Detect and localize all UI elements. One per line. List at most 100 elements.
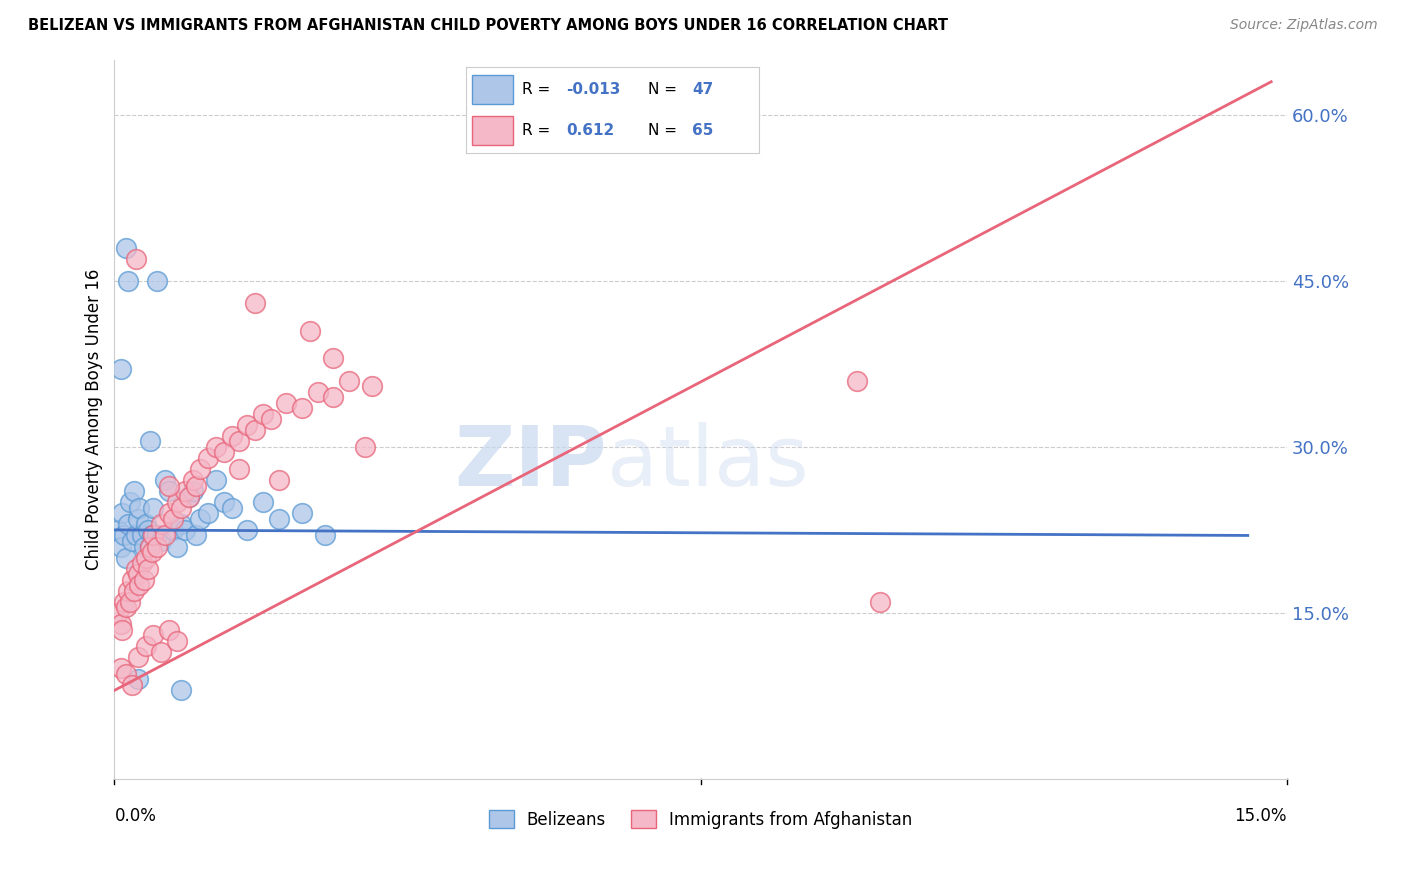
Point <box>107 606 129 620</box>
Point <box>291 506 314 520</box>
Point <box>127 650 149 665</box>
Point <box>322 390 344 404</box>
Text: 0.0%: 0.0% <box>114 806 156 824</box>
Point <box>243 423 266 437</box>
Point <box>122 583 145 598</box>
Point <box>353 440 375 454</box>
Point <box>243 296 266 310</box>
Point <box>260 412 283 426</box>
Text: 15.0%: 15.0% <box>1234 806 1286 824</box>
Point <box>162 523 184 537</box>
Point <box>135 517 157 532</box>
Text: ZIP: ZIP <box>454 422 607 503</box>
Point <box>228 434 250 449</box>
Point <box>150 533 173 548</box>
Point <box>128 578 150 592</box>
Point <box>135 550 157 565</box>
Point <box>181 484 204 499</box>
Point <box>111 623 134 637</box>
Point <box>291 401 314 416</box>
Point <box>186 478 208 492</box>
Point <box>157 623 180 637</box>
Point <box>197 506 219 520</box>
Point <box>127 567 149 582</box>
Point <box>155 473 177 487</box>
Point <box>138 540 160 554</box>
Point <box>252 407 274 421</box>
Point <box>110 362 132 376</box>
Point <box>146 528 169 542</box>
Point <box>117 583 139 598</box>
Point <box>869 595 891 609</box>
Point <box>228 462 250 476</box>
Point <box>845 374 868 388</box>
Point <box>276 395 298 409</box>
Point <box>141 545 163 559</box>
Text: atlas: atlas <box>607 422 808 503</box>
Point <box>115 241 138 255</box>
Point <box>212 495 235 509</box>
Point <box>181 473 204 487</box>
Point <box>173 484 195 499</box>
Text: BELIZEAN VS IMMIGRANTS FROM AFGHANISTAN CHILD POVERTY AMONG BOYS UNDER 16 CORREL: BELIZEAN VS IMMIGRANTS FROM AFGHANISTAN … <box>28 18 948 33</box>
Y-axis label: Child Poverty Among Boys Under 16: Child Poverty Among Boys Under 16 <box>86 268 103 570</box>
Point <box>142 628 165 642</box>
Point <box>205 473 228 487</box>
Point <box>110 617 132 632</box>
Point <box>361 379 384 393</box>
Point <box>115 600 138 615</box>
Point <box>157 484 180 499</box>
Point <box>131 556 153 570</box>
Point <box>141 528 163 542</box>
Point <box>142 500 165 515</box>
Point <box>170 500 193 515</box>
Point <box>205 440 228 454</box>
Point <box>186 528 208 542</box>
Point <box>111 506 134 520</box>
Point <box>121 573 143 587</box>
Point <box>128 500 150 515</box>
Point <box>121 533 143 548</box>
Point <box>173 523 195 537</box>
Point <box>298 324 321 338</box>
Point <box>112 528 135 542</box>
Point <box>166 633 188 648</box>
Point <box>135 639 157 653</box>
Legend: Belizeans, Immigrants from Afghanistan: Belizeans, Immigrants from Afghanistan <box>482 804 920 835</box>
Point <box>122 484 145 499</box>
Point <box>190 462 212 476</box>
Point <box>112 595 135 609</box>
Point <box>166 495 188 509</box>
Point <box>142 528 165 542</box>
Point <box>236 417 259 432</box>
Point <box>252 495 274 509</box>
Point <box>107 523 129 537</box>
Point <box>110 540 132 554</box>
Point <box>138 434 160 449</box>
Point <box>136 523 159 537</box>
Point <box>267 512 290 526</box>
Point <box>146 274 169 288</box>
Point <box>146 540 169 554</box>
Point <box>121 678 143 692</box>
Point <box>162 512 184 526</box>
Point <box>157 506 180 520</box>
Point <box>132 573 155 587</box>
Point <box>136 562 159 576</box>
Point <box>190 512 212 526</box>
Point <box>150 517 173 532</box>
Point <box>221 500 243 515</box>
Point <box>157 478 180 492</box>
Point <box>267 473 290 487</box>
Point <box>221 429 243 443</box>
Point <box>132 540 155 554</box>
Point <box>131 528 153 542</box>
Point <box>150 645 173 659</box>
Point <box>125 562 148 576</box>
Point <box>138 540 160 554</box>
Point <box>127 673 149 687</box>
Point <box>236 523 259 537</box>
Point <box>307 384 329 399</box>
Point <box>115 666 138 681</box>
Point <box>155 528 177 542</box>
